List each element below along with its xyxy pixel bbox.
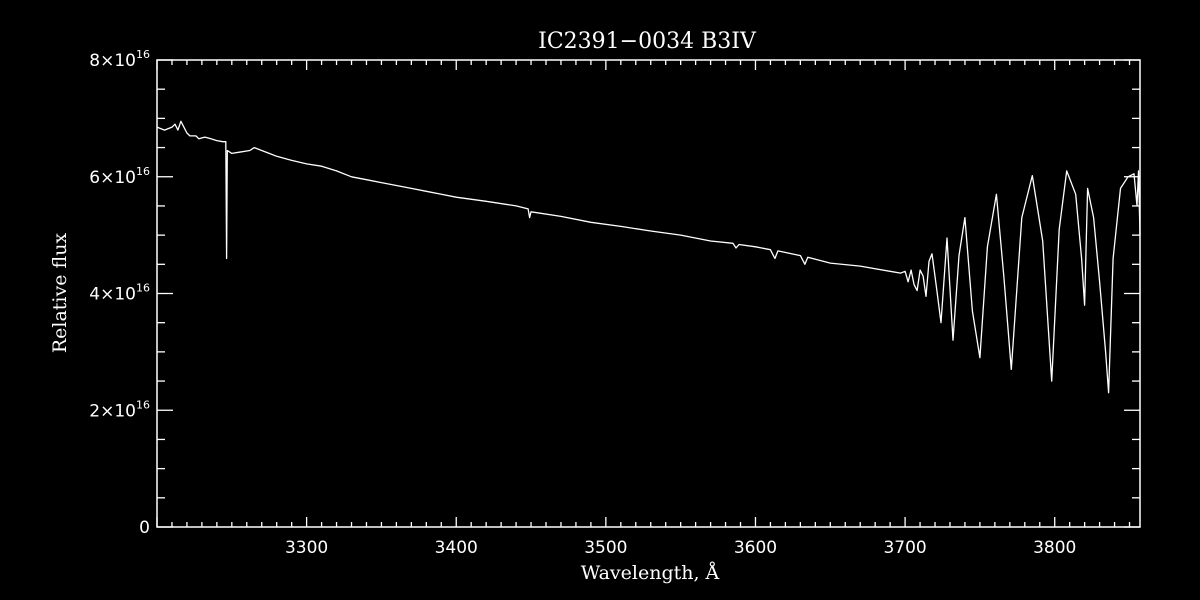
- tick-labels-layer: 3300 3400 3500 3600 3700 3800 0 2×1016 4×1016 6×1…: [89, 48, 1076, 558]
- y-tick-label: 4×1016: [89, 282, 150, 305]
- x-tick-label: 3700: [883, 538, 926, 558]
- x-tick-label: 3600: [734, 538, 777, 558]
- y-tick-label: 0: [139, 518, 150, 538]
- x-axis-label: Wavelength, Å: [581, 562, 720, 584]
- y-axis-label: Relative flux: [49, 233, 71, 354]
- y-tick-label: 2×1016: [89, 398, 150, 421]
- y-tick-label: 8×1016: [89, 48, 150, 71]
- x-tick-label: 3800: [1033, 538, 1076, 558]
- chart-title: IC2391−0034 B3IV: [538, 29, 757, 54]
- x-tick-label: 3400: [435, 538, 478, 558]
- spectrum-series-line: [156, 120, 1141, 394]
- x-tick-label: 3300: [285, 538, 328, 558]
- ticks-layer: [156, 59, 1140, 528]
- y-tick-label: 6×1016: [89, 165, 150, 188]
- series-layer: [156, 120, 1141, 394]
- x-tick-label: 3500: [584, 538, 627, 558]
